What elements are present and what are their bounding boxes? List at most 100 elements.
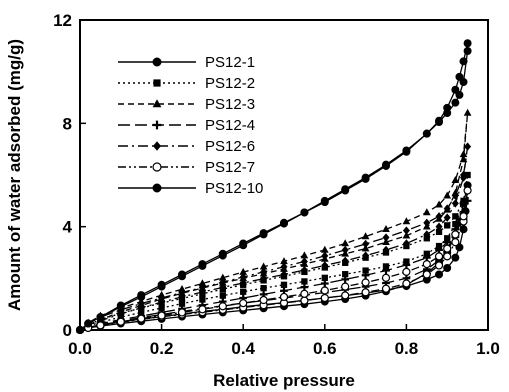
x-axis-ticks: 0.0 0.2 0.4 0.6 0.8 1.0 xyxy=(68,324,500,358)
data-point xyxy=(300,251,309,259)
series-line xyxy=(79,174,469,331)
data-point xyxy=(361,232,370,240)
data-point xyxy=(341,185,350,194)
data-point xyxy=(116,302,125,311)
data-point xyxy=(402,267,411,276)
legend-entry: PS12-4 xyxy=(118,117,255,134)
data-point xyxy=(320,245,329,253)
data-point xyxy=(443,264,452,272)
data-point xyxy=(434,252,444,261)
data-point xyxy=(259,295,268,305)
data-point xyxy=(402,231,411,239)
data-point xyxy=(321,274,328,281)
data-point xyxy=(444,235,451,242)
series-ps12-4 xyxy=(76,196,472,334)
data-point xyxy=(279,292,289,302)
data-point xyxy=(422,129,431,138)
data-point xyxy=(362,239,370,249)
data-point xyxy=(402,261,411,269)
data-point xyxy=(451,175,460,183)
data-point xyxy=(422,260,431,269)
legend-label: PS12-10 xyxy=(205,180,263,197)
data-point xyxy=(455,90,464,99)
data-point xyxy=(300,296,309,305)
data-point xyxy=(320,279,329,288)
data-point xyxy=(137,314,146,323)
x-axis-title: Relative pressure xyxy=(213,371,355,390)
data-point xyxy=(451,230,460,239)
data-point xyxy=(459,212,468,221)
series-ps12-1 xyxy=(76,181,472,334)
data-point xyxy=(157,282,166,291)
data-point xyxy=(178,292,186,302)
data-point xyxy=(443,109,452,117)
data-point xyxy=(219,283,227,292)
data-point xyxy=(361,278,370,287)
data-point xyxy=(435,200,443,208)
data-point xyxy=(451,191,459,200)
legend-label: PS12-7 xyxy=(205,159,255,176)
legend-entry: PS12-6 xyxy=(118,138,255,155)
data-point xyxy=(300,289,309,298)
data-point xyxy=(455,243,464,252)
data-point xyxy=(300,208,309,217)
data-point xyxy=(178,300,186,307)
data-point xyxy=(177,308,187,317)
data-point xyxy=(435,118,444,127)
x-tick-label: 0.6 xyxy=(313,339,337,358)
x-tick-label: 0.0 xyxy=(68,339,92,358)
axis-layer: 0.0 0.2 0.4 0.6 0.8 1.0 0 4 8 12 Relative pressu… xyxy=(5,11,500,390)
data-point xyxy=(382,233,390,242)
data-point xyxy=(341,291,350,300)
data-point xyxy=(451,199,459,208)
data-point xyxy=(381,284,391,293)
data-point xyxy=(451,238,460,247)
data-point xyxy=(463,196,472,205)
data-point xyxy=(198,283,206,292)
data-point xyxy=(259,230,268,239)
legend-entry: PS12-3 xyxy=(118,96,255,113)
data-point xyxy=(443,244,452,253)
data-point xyxy=(381,273,391,282)
data-point xyxy=(300,283,309,291)
y-axis-title: Amount of water adsorbed (mg/g) xyxy=(5,39,24,311)
y-tick-label: 12 xyxy=(53,11,72,30)
data-point xyxy=(460,170,468,180)
data-point xyxy=(423,250,430,257)
data-point xyxy=(342,271,349,278)
legend-label: PS12-3 xyxy=(205,96,255,113)
legend-label: PS12-6 xyxy=(205,138,255,155)
data-point xyxy=(455,72,464,81)
data-point xyxy=(321,251,329,261)
data-point xyxy=(218,251,227,260)
data-point xyxy=(451,98,460,107)
data-point xyxy=(443,191,452,199)
data-point xyxy=(423,230,431,239)
data-point xyxy=(240,288,247,295)
data-point xyxy=(137,292,146,301)
data-point xyxy=(459,225,468,234)
data-point xyxy=(260,267,268,277)
data-point xyxy=(341,282,350,291)
legend-entry: PS12-10 xyxy=(118,180,263,197)
data-point xyxy=(341,239,350,247)
plot-frame xyxy=(79,19,489,331)
data-point xyxy=(157,311,166,320)
data-point xyxy=(84,319,93,328)
data-point xyxy=(178,288,186,297)
series-ps12-6 xyxy=(76,142,472,335)
data-point xyxy=(464,142,472,151)
data-point xyxy=(463,39,472,48)
data-point xyxy=(280,262,288,271)
data-point xyxy=(460,197,467,204)
data-point xyxy=(76,326,84,334)
legend-marker xyxy=(153,79,161,87)
data-point xyxy=(320,286,329,295)
data-point xyxy=(402,217,411,225)
data-point xyxy=(443,252,452,261)
data-point xyxy=(320,196,329,205)
data-point xyxy=(280,219,288,228)
y-tick-label: 0 xyxy=(63,321,72,340)
data-point xyxy=(361,173,370,182)
x-tick-label: 0.4 xyxy=(231,339,255,358)
